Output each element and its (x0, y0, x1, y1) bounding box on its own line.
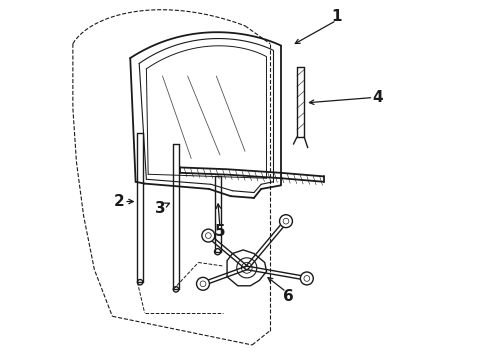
Text: 4: 4 (372, 90, 383, 105)
Text: 3: 3 (155, 201, 166, 216)
Text: 5: 5 (215, 225, 225, 239)
Circle shape (202, 229, 215, 242)
Text: 2: 2 (114, 194, 125, 209)
Circle shape (279, 215, 293, 228)
Text: 6: 6 (283, 289, 294, 304)
Circle shape (300, 272, 313, 285)
Circle shape (196, 277, 209, 290)
Text: 1: 1 (331, 9, 342, 24)
